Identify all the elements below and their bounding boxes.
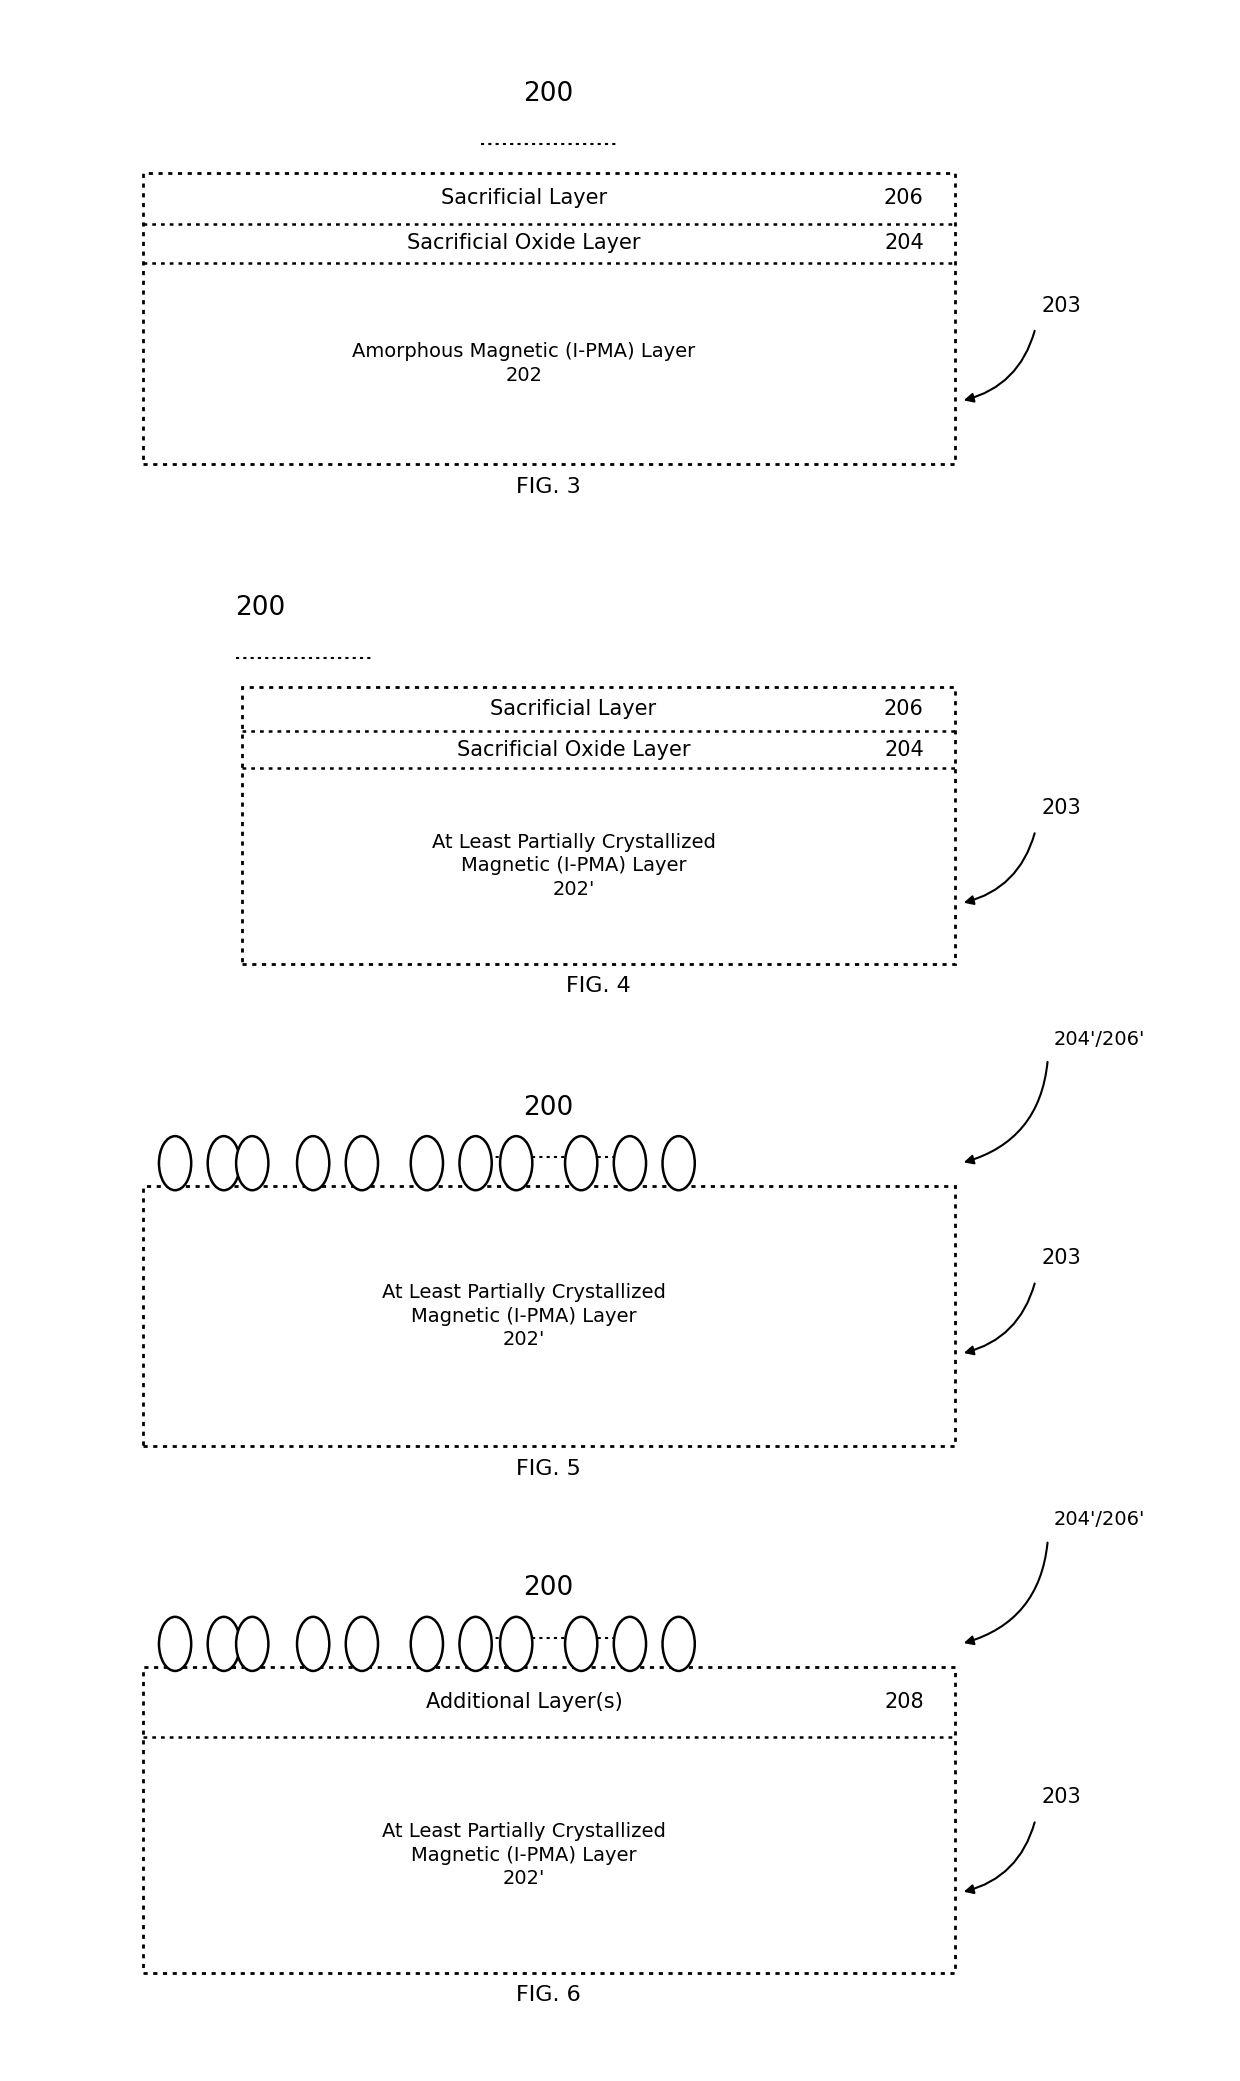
Text: At Least Partially Crystallized
Magnetic (I-PMA) Layer
202': At Least Partially Crystallized Magnetic… <box>432 832 715 899</box>
Circle shape <box>460 1136 492 1190</box>
Text: 204'/206': 204'/206' <box>1054 1030 1146 1049</box>
Text: 208: 208 <box>884 1692 924 1713</box>
Circle shape <box>662 1136 694 1190</box>
Circle shape <box>159 1136 191 1190</box>
Circle shape <box>236 1136 268 1190</box>
Circle shape <box>565 1136 598 1190</box>
Text: Sacrificial Layer: Sacrificial Layer <box>441 187 606 208</box>
Bar <box>143 173 955 464</box>
Circle shape <box>410 1617 443 1671</box>
Circle shape <box>460 1617 492 1671</box>
Circle shape <box>159 1617 191 1671</box>
Text: Additional Layer(s): Additional Layer(s) <box>425 1692 622 1713</box>
Text: 200: 200 <box>523 1575 574 1600</box>
Circle shape <box>614 1617 646 1671</box>
Circle shape <box>662 1617 694 1671</box>
Text: At Least Partially Crystallized
Magnetic (I-PMA) Layer
202': At Least Partially Crystallized Magnetic… <box>382 1823 666 1887</box>
Circle shape <box>565 1617 598 1671</box>
Text: Amorphous Magnetic (I-PMA) Layer
202: Amorphous Magnetic (I-PMA) Layer 202 <box>352 341 696 385</box>
Circle shape <box>500 1136 532 1190</box>
Circle shape <box>298 1136 330 1190</box>
Circle shape <box>236 1617 268 1671</box>
Text: FIG. 5: FIG. 5 <box>516 1459 582 1480</box>
Circle shape <box>410 1136 443 1190</box>
Text: 200: 200 <box>236 595 286 620</box>
Text: 204: 204 <box>884 233 924 254</box>
Text: 203: 203 <box>1042 1788 1081 1806</box>
Text: 204'/206': 204'/206' <box>1054 1511 1146 1530</box>
Bar <box>242 687 955 964</box>
Circle shape <box>614 1136 646 1190</box>
Text: 206: 206 <box>884 187 924 208</box>
Text: Sacrificial Oxide Layer: Sacrificial Oxide Layer <box>407 233 641 254</box>
Text: Sacrificial Layer: Sacrificial Layer <box>491 699 656 718</box>
Circle shape <box>346 1136 378 1190</box>
Text: FIG. 3: FIG. 3 <box>516 477 582 497</box>
Text: 206: 206 <box>884 699 924 718</box>
Text: Sacrificial Oxide Layer: Sacrificial Oxide Layer <box>456 739 691 760</box>
Text: FIG. 4: FIG. 4 <box>565 976 631 997</box>
Text: 203: 203 <box>1042 1249 1081 1267</box>
Circle shape <box>207 1136 241 1190</box>
Text: FIG. 6: FIG. 6 <box>516 1985 582 2006</box>
Bar <box>143 1186 955 1446</box>
Bar <box>143 1667 955 1973</box>
Circle shape <box>298 1617 330 1671</box>
Text: 203: 203 <box>1042 296 1081 316</box>
Text: 200: 200 <box>523 81 574 106</box>
Text: At Least Partially Crystallized
Magnetic (I-PMA) Layer
202': At Least Partially Crystallized Magnetic… <box>382 1284 666 1348</box>
Text: 203: 203 <box>1042 799 1081 818</box>
Circle shape <box>500 1617 532 1671</box>
Circle shape <box>346 1617 378 1671</box>
Text: 204: 204 <box>884 739 924 760</box>
Text: 200: 200 <box>523 1095 574 1120</box>
Circle shape <box>207 1617 241 1671</box>
